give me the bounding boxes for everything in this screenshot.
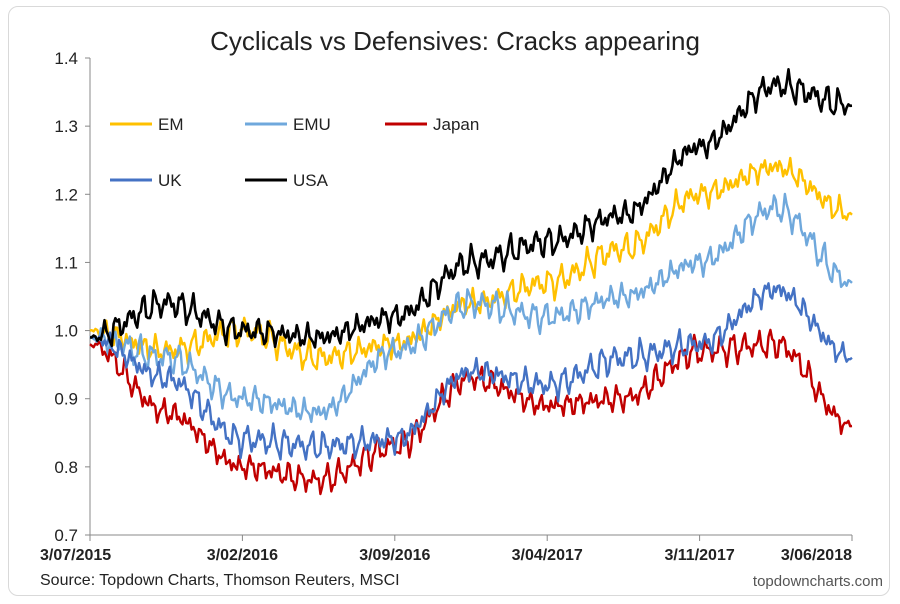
series-layer — [89, 68, 853, 496]
y-tick-label: 0.9 — [54, 390, 78, 409]
credit-note: topdowncharts.com — [753, 573, 883, 590]
legend-label-em: EM — [158, 115, 184, 134]
series-line-em — [89, 156, 853, 371]
legend-label-uk: UK — [158, 171, 182, 190]
series-line-emu — [89, 192, 853, 424]
series-line-uk — [89, 282, 853, 461]
y-tick-label: 0.7 — [54, 526, 78, 545]
x-tick-label: 3/11/2017 — [664, 547, 734, 564]
y-tick-label: 1.3 — [54, 117, 78, 136]
y-tick-label: 1.0 — [54, 322, 78, 341]
source-note: Source: Topdown Charts, Thomson Reuters,… — [40, 572, 400, 589]
chart-title: Cyclicals vs Defensives: Cracks appearin… — [210, 26, 700, 56]
legend-label-japan: Japan — [433, 115, 479, 134]
series-line-usa — [90, 68, 853, 349]
x-tick-label: 3/09/2016 — [359, 547, 430, 564]
y-tick-label: 1.2 — [54, 185, 78, 204]
axes: 0.7 0.8 0.9 1.0 1.1 1.2 1.3 1.4 3/07/2015 3/02/20… — [40, 49, 853, 564]
y-tick-label: 0.8 — [54, 458, 78, 477]
x-tick-label: 3/02/2016 — [207, 547, 278, 564]
legend-label-usa: USA — [293, 171, 329, 190]
x-tick-label: 3/07/2015 — [40, 547, 111, 564]
legend-label-emu: EMU — [293, 115, 331, 134]
y-tick-label: 1.1 — [54, 253, 78, 272]
y-tick-label: 1.4 — [54, 49, 78, 68]
x-tick-label: 3/04/2017 — [512, 547, 583, 564]
legend: EM EMU Japan UK USA — [110, 115, 479, 190]
chart-frame — [8, 6, 890, 596]
x-tick-label: 3/06/2018 — [781, 547, 852, 564]
